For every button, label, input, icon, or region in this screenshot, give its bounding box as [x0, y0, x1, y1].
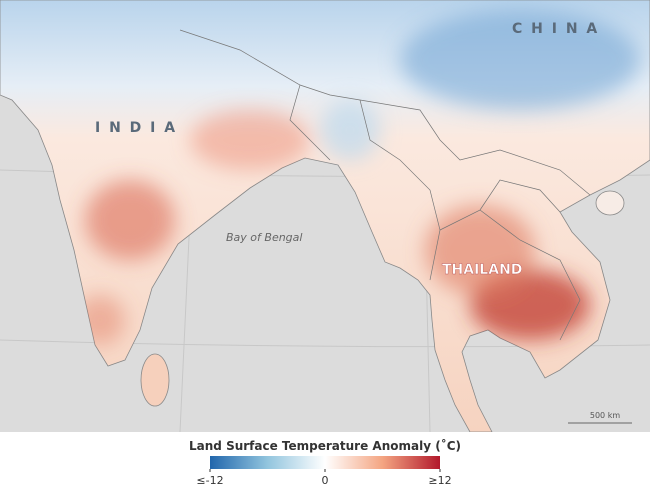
legend-ticks: ≤-12 0 ≥12 — [196, 469, 452, 487]
country-label: C H I N A — [512, 21, 599, 37]
colorbar-tick-label: ≥12 — [428, 474, 451, 487]
country-label: I N D I A — [95, 120, 177, 136]
country-label: THAILAND — [442, 262, 522, 278]
hainan — [595, 190, 625, 216]
legend-title: Land Surface Temperature Anomaly (˚C) — [189, 438, 461, 453]
anomaly-hotspots — [75, 10, 640, 345]
sri-lanka — [140, 353, 170, 407]
borders — [179, 29, 591, 341]
colorbar — [210, 456, 440, 469]
colorbar-tick-label: 0 — [322, 474, 329, 487]
water-label: Bay of Bengal — [226, 231, 302, 244]
scale-label: 500 km — [590, 411, 620, 420]
colorbar-tick-label: ≤-12 — [196, 474, 223, 487]
